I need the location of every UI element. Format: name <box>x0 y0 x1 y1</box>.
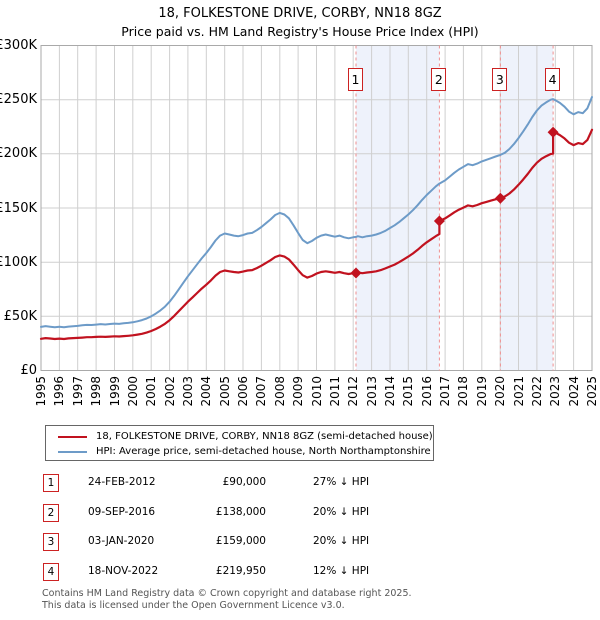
x-tick-label: 1998 <box>89 376 104 407</box>
x-tick-label: 2017 <box>438 376 453 407</box>
price-paid-line-swatch <box>58 435 87 438</box>
x-tick-label: 2006 <box>236 376 250 407</box>
table-row: 4 18-NOV-2022 £219,950 12% ↓ HPI <box>43 563 473 583</box>
y-tick-label: £50K <box>3 308 37 324</box>
sale-marker-label-1: 1 <box>348 68 363 91</box>
sale-date: 18-NOV-2022 <box>88 565 159 577</box>
table-row: 1 24-FEB-2012 £90,000 27% ↓ HPI <box>43 474 473 494</box>
x-tick-label: 2024 <box>566 376 581 407</box>
x-tick-label: 2007 <box>254 376 269 407</box>
y-tick-label: £150K <box>0 200 37 216</box>
x-tick-label: 2002 <box>162 376 177 407</box>
x-tick-label: 2005 <box>217 376 232 407</box>
x-tick-label: 2021 <box>511 376 526 407</box>
x-tick-label: 1999 <box>107 376 122 407</box>
x-tick-label: 2025 <box>585 376 599 407</box>
sale-price: £219,950 <box>215 565 266 577</box>
sale-price: £138,000 <box>215 506 266 518</box>
x-tick-label: 1997 <box>70 376 85 407</box>
sale-date: 03-JAN-2020 <box>88 535 155 547</box>
x-tick-label: 2009 <box>291 376 306 407</box>
x-tick-label: 2014 <box>383 376 397 407</box>
x-tick-label: 2003 <box>180 376 195 407</box>
hpi-line-swatch <box>58 450 87 453</box>
sale-vs-hpi: 20% ↓ HPI <box>313 506 370 518</box>
sale-number-badge: 2 <box>43 504 59 522</box>
price-history-chart: £300K £250K £200K £150K £100K £50K £0 1995 1996… <box>0 38 599 407</box>
sale-vs-hpi: 20% ↓ HPI <box>313 535 370 547</box>
x-tick-label: 1996 <box>52 376 67 407</box>
sale-vs-hpi: 12% ↓ HPI <box>313 565 370 577</box>
legend: 18, FOLKESTONE DRIVE, CORBY, NN18 8GZ (s… <box>45 425 434 461</box>
sale-marker-label-2: 2 <box>431 68 447 91</box>
sale-number-badge: 3 <box>43 533 59 551</box>
y-tick-label: £200K <box>0 146 37 162</box>
x-tick-label: 2004 <box>199 376 214 407</box>
legend-label-price-paid: 18, FOLKESTONE DRIVE, CORBY, NN18 8GZ (s… <box>96 431 433 442</box>
x-tick-label: 2010 <box>309 376 324 407</box>
x-tick-label: 2019 <box>474 376 489 407</box>
y-tick-label: £100K <box>0 254 37 270</box>
x-tick-label: 2012 <box>346 376 361 407</box>
sale-number-badge: 4 <box>43 563 59 581</box>
sale-vs-hpi: 27% ↓ HPI <box>313 476 370 488</box>
x-tick-label: 2023 <box>548 376 563 407</box>
page-title: 18, FOLKESTONE DRIVE, CORBY, NN18 8GZ <box>158 6 442 21</box>
x-tick-label: 2011 <box>327 376 342 407</box>
table-row: 2 09-SEP-2016 £138,000 20% ↓ HPI <box>43 504 473 524</box>
footer-line-1: Contains HM Land Registry data © Crown c… <box>42 588 412 599</box>
y-tick-label: £0 <box>20 363 37 378</box>
y-tick-label: £250K <box>0 92 37 108</box>
sale-date: 24-FEB-2012 <box>88 476 156 488</box>
page-subtitle: Price paid vs. HM Land Registry's House … <box>121 24 479 39</box>
x-tick-label: 2001 <box>144 376 159 407</box>
x-tick-label: 2013 <box>364 376 379 407</box>
x-tick-label: 2018 <box>456 376 471 407</box>
sale-date: 09-SEP-2016 <box>88 506 156 518</box>
sale-price: £90,000 <box>222 476 266 488</box>
x-tick-label: 2016 <box>419 376 434 407</box>
x-tick-label: 2020 <box>493 376 508 407</box>
plot-canvas <box>39 45 594 371</box>
y-tick-label: £300K <box>0 38 37 53</box>
legend-label-hpi: HPI: Average price, semi-detached house,… <box>96 446 431 457</box>
legend-row-price-paid: 18, FOLKESTONE DRIVE, CORBY, NN18 8GZ (s… <box>58 429 433 444</box>
x-tick-label: 2022 <box>529 376 544 407</box>
table-row: 3 03-JAN-2020 £159,000 20% ↓ HPI <box>43 533 473 553</box>
x-tick-label: 2008 <box>272 376 287 407</box>
x-tick-label: 1995 <box>34 376 48 407</box>
title-block: 18, FOLKESTONE DRIVE, CORBY, NN18 8GZ Pr… <box>0 5 600 41</box>
sale-price: £159,000 <box>215 535 266 547</box>
x-tick-label: 2000 <box>125 376 140 407</box>
legend-row-hpi: HPI: Average price, semi-detached house,… <box>58 444 433 459</box>
sale-marker-label-3: 3 <box>492 68 508 91</box>
sale-number-badge: 1 <box>43 474 59 492</box>
sale-marker-label-4: 4 <box>545 68 561 91</box>
x-tick-label: 2015 <box>401 376 416 407</box>
copyright-footer: Contains HM Land Registry data © Crown c… <box>42 588 412 611</box>
footer-line-2: This data is licensed under the Open Gov… <box>42 599 345 611</box>
